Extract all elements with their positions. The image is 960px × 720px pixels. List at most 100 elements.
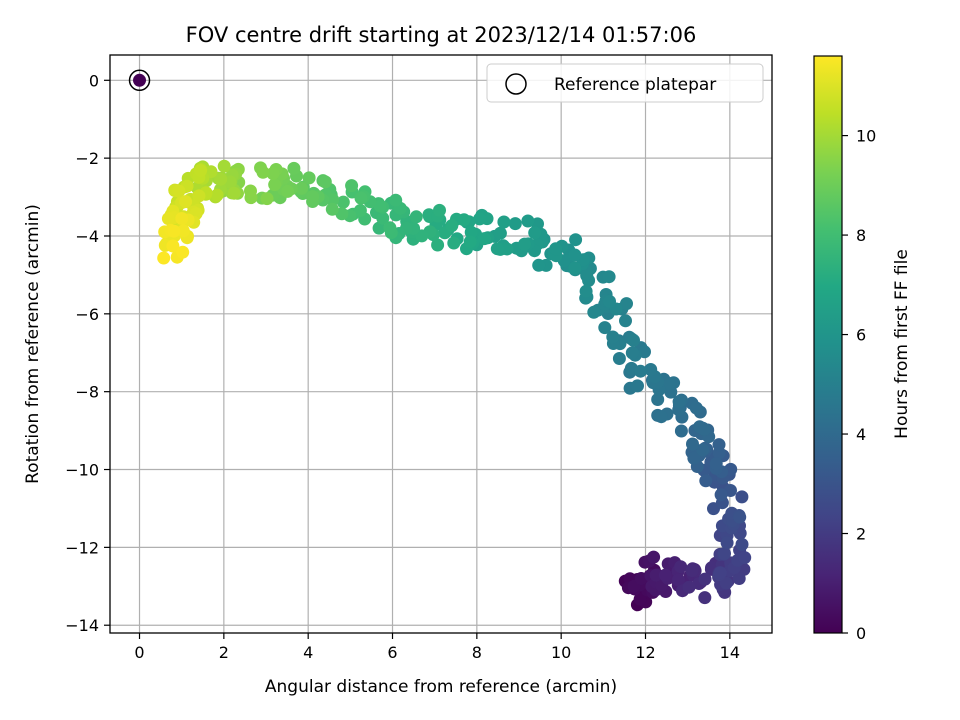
data-point: [463, 235, 477, 249]
data-point: [176, 224, 190, 238]
data-point: [634, 364, 647, 378]
data-point: [464, 225, 478, 239]
data-point: [477, 232, 491, 246]
data-point: [431, 238, 445, 252]
data-point: [644, 363, 658, 376]
data-point: [302, 171, 316, 185]
data-point: [318, 175, 332, 189]
data-point: [161, 212, 175, 226]
data-point: [295, 181, 309, 195]
x-tick-label: 6: [387, 643, 397, 662]
data-point: [662, 377, 676, 391]
data-point: [376, 211, 390, 225]
data-point: [354, 191, 368, 205]
data-point: [214, 172, 228, 186]
y-tick-label: −10: [65, 461, 99, 480]
data-point: [568, 261, 582, 275]
x-axis-label: Angular distance from reference (arcmin): [265, 677, 617, 697]
data-point: [587, 305, 601, 319]
data-point: [490, 242, 504, 256]
data-point: [192, 189, 206, 203]
data-point: [631, 379, 644, 393]
data-point: [603, 294, 616, 308]
data-point: [732, 572, 746, 585]
data-point: [493, 226, 507, 240]
data-point: [625, 346, 639, 360]
colorbar-tick-label: 4: [856, 425, 866, 444]
data-point: [172, 184, 186, 198]
legend-entry: Reference platepar: [554, 75, 716, 95]
plot-frame: [109, 54, 773, 634]
x-tick-label: 0: [134, 643, 144, 662]
colorbar-tick-label: 6: [856, 326, 866, 345]
data-point: [447, 236, 461, 250]
data-point: [735, 537, 749, 551]
data-point: [336, 195, 350, 209]
colorbar-tick-label: 0: [856, 624, 866, 643]
reference-marker-layer: [128, 69, 151, 92]
data-point: [696, 443, 710, 457]
data-point: [627, 333, 640, 347]
data-point: [672, 395, 686, 409]
colorbar-tick-label: 8: [856, 226, 866, 245]
data-point: [682, 580, 696, 594]
data-point: [445, 219, 459, 233]
data-point: [256, 165, 270, 179]
data-point: [672, 573, 685, 587]
colorbar-ticks: 0 2 4 6 8 10: [842, 127, 876, 643]
data-point: [619, 314, 632, 328]
x-tick-label: 14: [720, 643, 740, 662]
x-tick-label: 8: [472, 643, 482, 662]
data-point: [549, 242, 563, 256]
data-point: [658, 568, 672, 582]
data-point: [260, 192, 274, 206]
legend-marker-icon: [505, 73, 527, 95]
data-point: [738, 551, 752, 565]
data-point: [733, 510, 747, 524]
data-point: [383, 221, 397, 235]
y-tick-label: 0: [89, 71, 99, 90]
grid-lines: [110, 55, 772, 633]
data-point: [602, 270, 616, 284]
data-point: [433, 203, 446, 217]
data-point: [210, 188, 224, 202]
data-point: [620, 297, 633, 311]
data-point: [244, 184, 257, 198]
y-axis-ticks: 0 −2 −4 −6 −8 −10 −12 −14: [65, 71, 110, 635]
data-point: [373, 199, 387, 213]
data-point: [287, 161, 301, 175]
x-tick-label: 2: [219, 643, 229, 662]
data-point: [518, 237, 532, 251]
data-point: [685, 564, 699, 578]
y-axis-label: Rotation from reference (arcmin): [23, 204, 43, 484]
data-point: [674, 560, 688, 574]
data-point: [687, 451, 701, 465]
data-point: [654, 410, 668, 424]
data-point: [579, 284, 593, 298]
data-point: [157, 251, 171, 265]
data-point: [266, 167, 280, 180]
data-point: [167, 224, 181, 238]
data-point: [699, 474, 713, 488]
x-tick-label: 12: [635, 643, 655, 662]
data-point: [326, 193, 340, 207]
data-point: [568, 248, 582, 262]
data-point: [227, 186, 241, 200]
data-point: [353, 204, 367, 217]
data-point: [372, 221, 386, 235]
data-point: [697, 422, 711, 436]
data-point: [497, 215, 511, 229]
data-point: [325, 202, 339, 216]
data-point: [634, 572, 648, 585]
data-point: [179, 195, 193, 209]
data-point: [713, 566, 727, 580]
data-point: [651, 393, 665, 406]
x-tick-label: 10: [551, 643, 571, 662]
data-point: [306, 190, 320, 203]
data-point: [633, 592, 647, 606]
y-tick-label: −4: [75, 227, 99, 246]
data-point: [532, 258, 546, 272]
data-point: [345, 179, 359, 193]
data-point: [598, 321, 612, 335]
